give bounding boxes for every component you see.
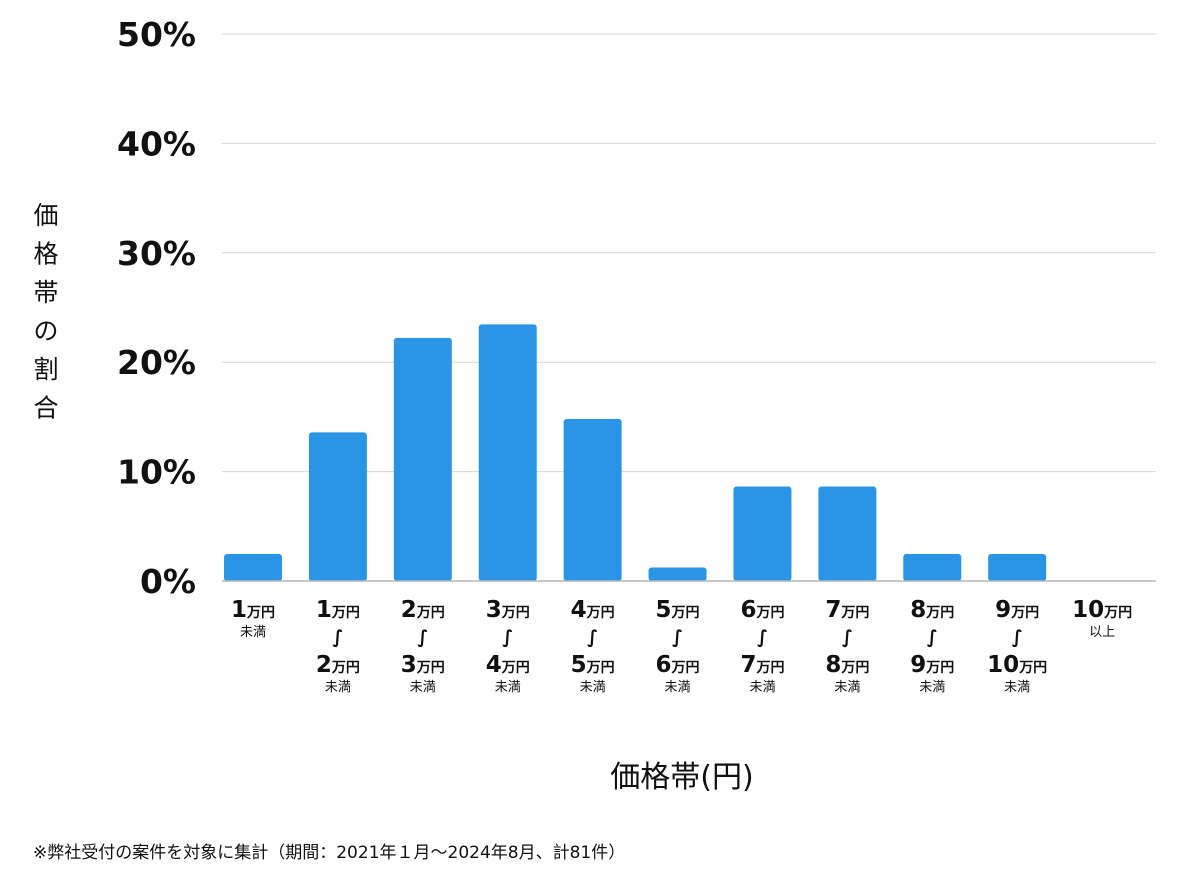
x-tick-price: 9万円: [910, 652, 954, 678]
range-separator: ∫: [587, 627, 598, 648]
x-tick-price: 9万円: [995, 597, 1039, 623]
x-tick-price: 6万円: [740, 597, 784, 623]
bar: [648, 567, 707, 581]
x-tick-price: 4万円: [486, 652, 530, 678]
x-tick-suffix: 未満: [834, 680, 860, 695]
y-tick-label: 50%: [117, 15, 196, 54]
range-separator: ∫: [332, 627, 343, 648]
x-tick-price: 10万円: [1072, 597, 1132, 623]
x-tick-price: 10万円: [987, 652, 1047, 678]
x-tick-price: 7万円: [825, 597, 869, 623]
y-tick-label: 10%: [117, 453, 196, 492]
x-tick-suffix: 以上: [1089, 625, 1115, 640]
x-tick-suffix: 未満: [919, 680, 945, 695]
x-axis-ticks: 1万円未満1万円∫2万円未満2万円∫3万円未満3万円∫4万円未満4万円∫5万円未…: [231, 597, 1132, 695]
y-axis-label-char: 割: [33, 355, 58, 384]
y-tick-label: 40%: [117, 124, 196, 163]
x-tick-price: 1万円: [316, 597, 360, 623]
y-tick-label: 0%: [140, 562, 196, 601]
bar: [733, 486, 792, 581]
x-tick-price: 5万円: [656, 597, 700, 623]
x-tick-suffix: 未満: [665, 680, 691, 695]
x-tick-suffix: 未満: [1004, 680, 1030, 695]
range-separator: ∫: [672, 627, 683, 648]
x-tick-price: 8万円: [825, 652, 869, 678]
range-separator: ∫: [757, 627, 768, 648]
bars: [224, 324, 1047, 581]
range-separator: ∫: [417, 627, 428, 648]
bar: [224, 553, 282, 581]
x-tick-price: 3万円: [401, 652, 445, 678]
x-tick-suffix: 未満: [325, 680, 351, 695]
y-tick-label: 20%: [117, 343, 196, 382]
x-tick-price: 2万円: [316, 652, 360, 678]
range-separator: ∫: [502, 627, 513, 648]
x-axis-label: 価格帯(円): [610, 760, 753, 795]
y-tick-label: 30%: [117, 234, 196, 273]
x-tick-price: 4万円: [571, 597, 615, 623]
x-tick-price: 6万円: [656, 652, 700, 678]
bar: [308, 432, 367, 581]
y-axis-label-char: 帯: [33, 278, 58, 307]
range-separator: ∫: [1012, 627, 1023, 648]
x-tick-suffix: 未満: [240, 625, 266, 640]
range-separator: ∫: [927, 627, 938, 648]
x-tick-price: 1万円: [231, 597, 275, 623]
footnote: ※弊社受付の案件を対象に集計（期間：2021年１月～2024年8月、計81件）: [33, 843, 625, 863]
gridlines: [222, 33, 1156, 473]
x-tick-price: 8万円: [910, 597, 954, 623]
bar: [563, 418, 622, 581]
y-axis-ticks: 0% 10% 20% 30% 40% 50%: [117, 15, 196, 601]
x-tick-price: 5万円: [571, 652, 615, 678]
bar: [393, 337, 452, 581]
x-tick-suffix: 未満: [749, 680, 775, 695]
x-tick-suffix: 未満: [410, 680, 436, 695]
x-tick-price: 3万円: [486, 597, 530, 623]
y-axis-label-char: 合: [33, 394, 58, 423]
x-tick-suffix: 未満: [580, 680, 606, 695]
y-axis-label-char: 価: [33, 201, 58, 230]
bar: [988, 553, 1047, 581]
bar: [818, 486, 877, 581]
x-tick-price: 2万円: [401, 597, 445, 623]
x-tick-suffix: 未満: [495, 680, 521, 695]
y-axis-label-char: の: [33, 317, 58, 346]
bar: [903, 553, 962, 581]
bar: [478, 324, 537, 581]
y-axis-label-char: 格: [33, 240, 58, 269]
range-separator: ∫: [842, 627, 853, 648]
x-tick-price: 7万円: [740, 652, 784, 678]
